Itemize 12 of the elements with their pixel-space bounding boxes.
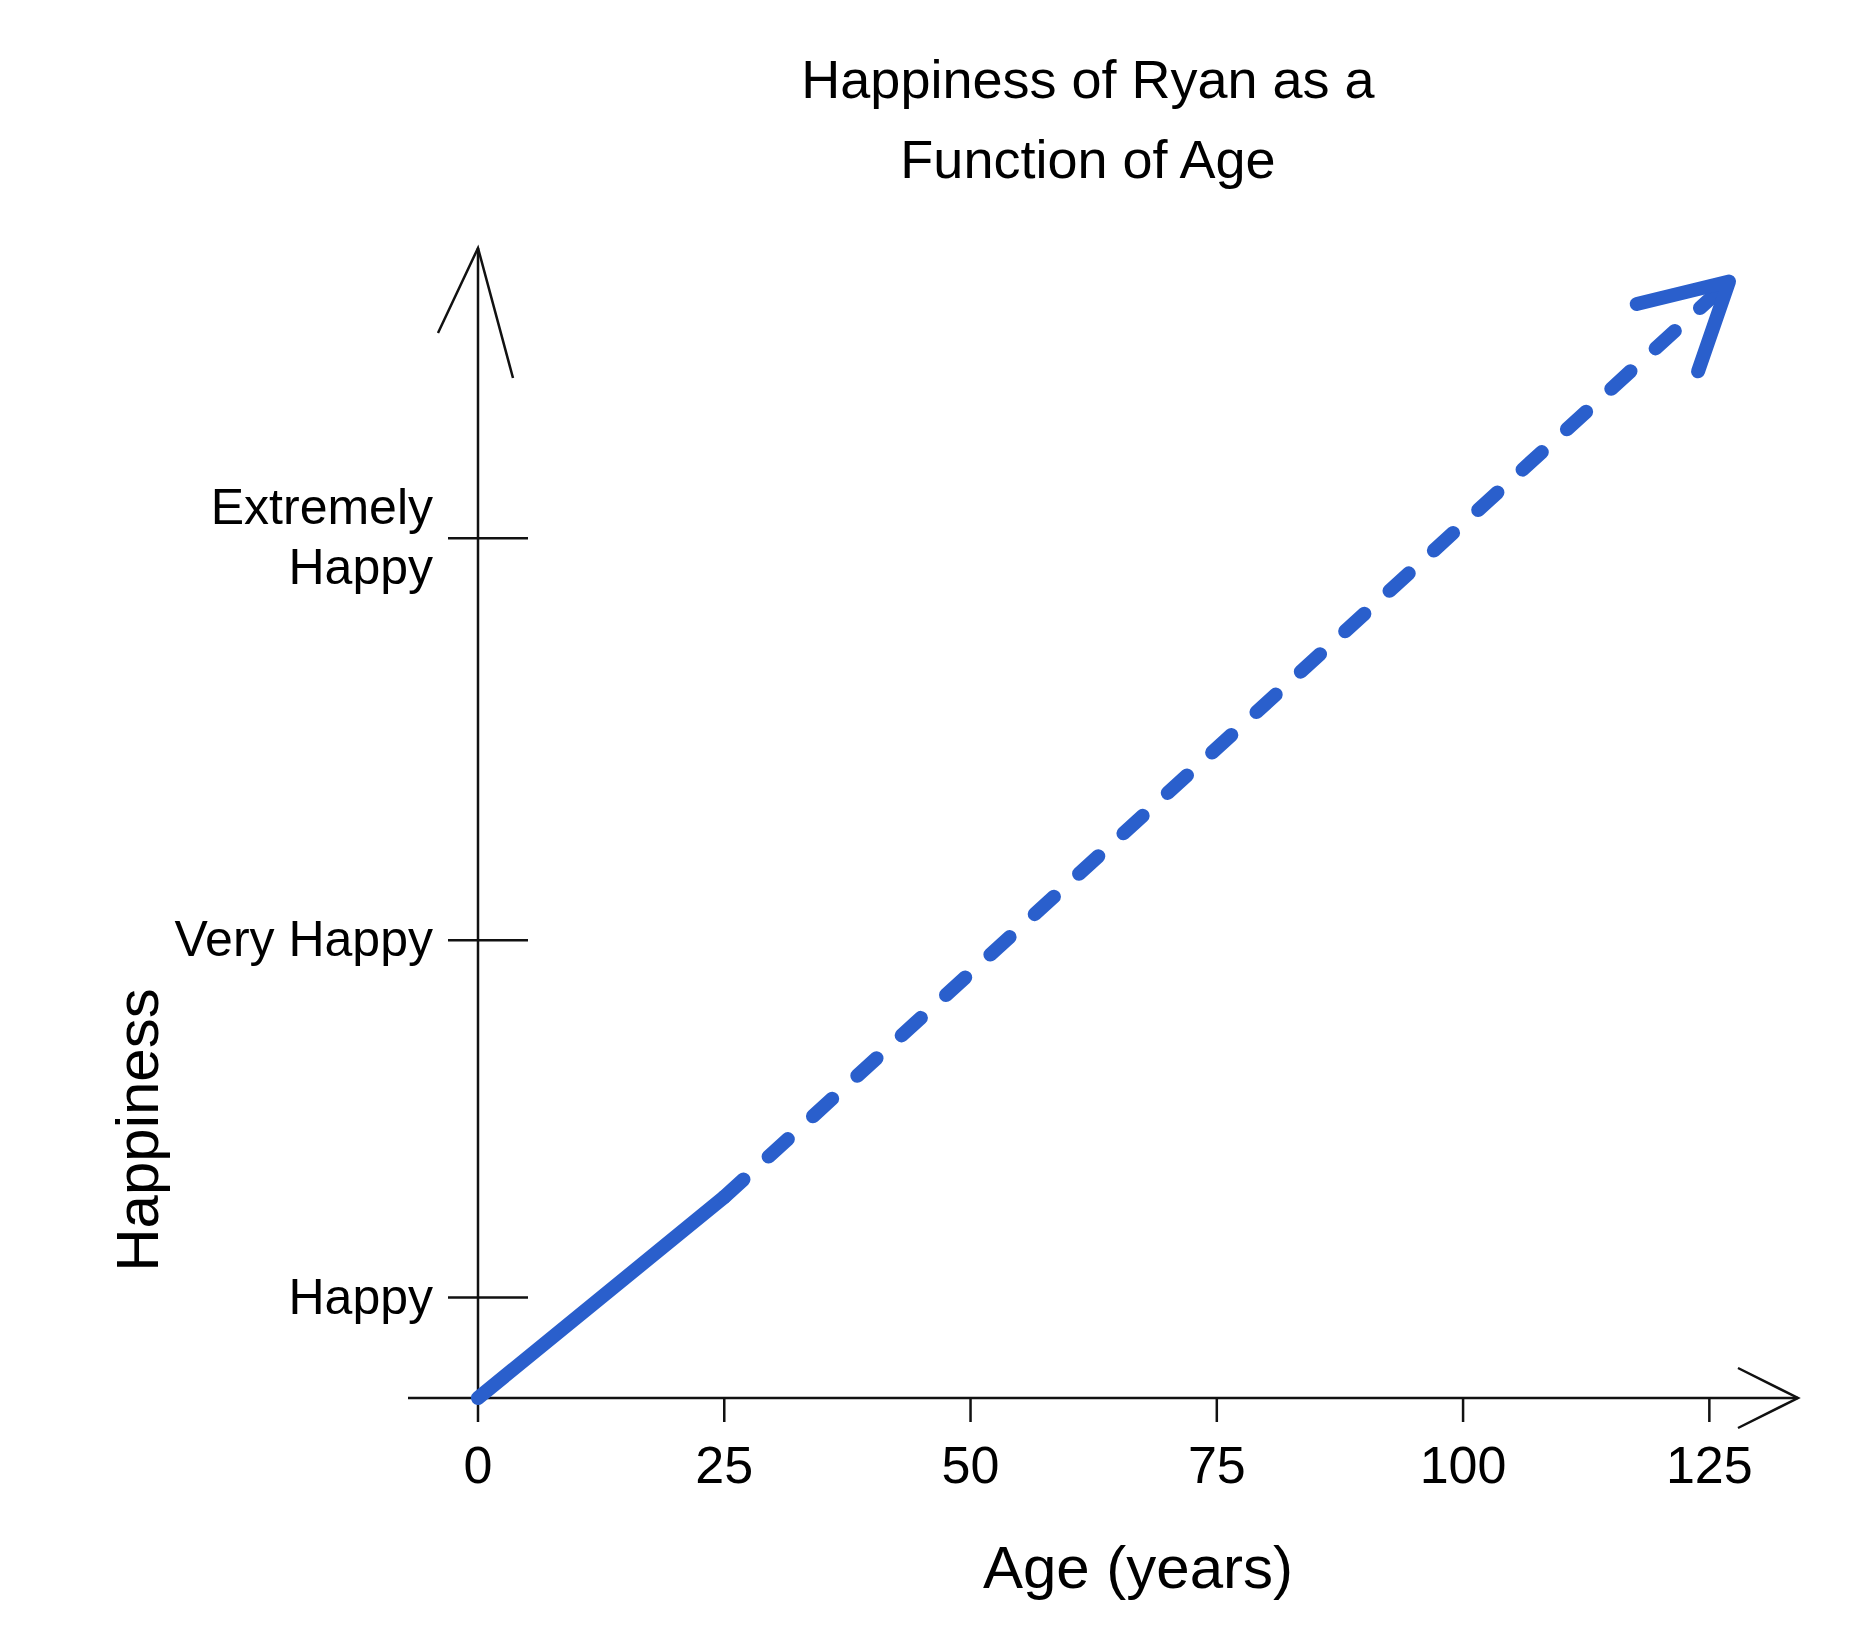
text: Extremely Happy: [210, 479, 433, 596]
x-axis-title: Age (years): [982, 1534, 1294, 1601]
x-tick-label: 125: [1665, 1436, 1753, 1494]
x-tick-label: 25: [695, 1436, 754, 1494]
text: Happy: [288, 1268, 433, 1325]
y-axis-title: Happiness: [104, 988, 171, 1272]
x-tick-label: 100: [1419, 1436, 1507, 1494]
x-tick-label: 50: [941, 1436, 1000, 1494]
text: Very Happy: [174, 911, 433, 968]
x-tick-label: 75: [1187, 1436, 1246, 1494]
chart-title: Happiness of Ryan as a Function of Age: [801, 49, 1376, 189]
x-tick-label: 0: [463, 1436, 493, 1494]
